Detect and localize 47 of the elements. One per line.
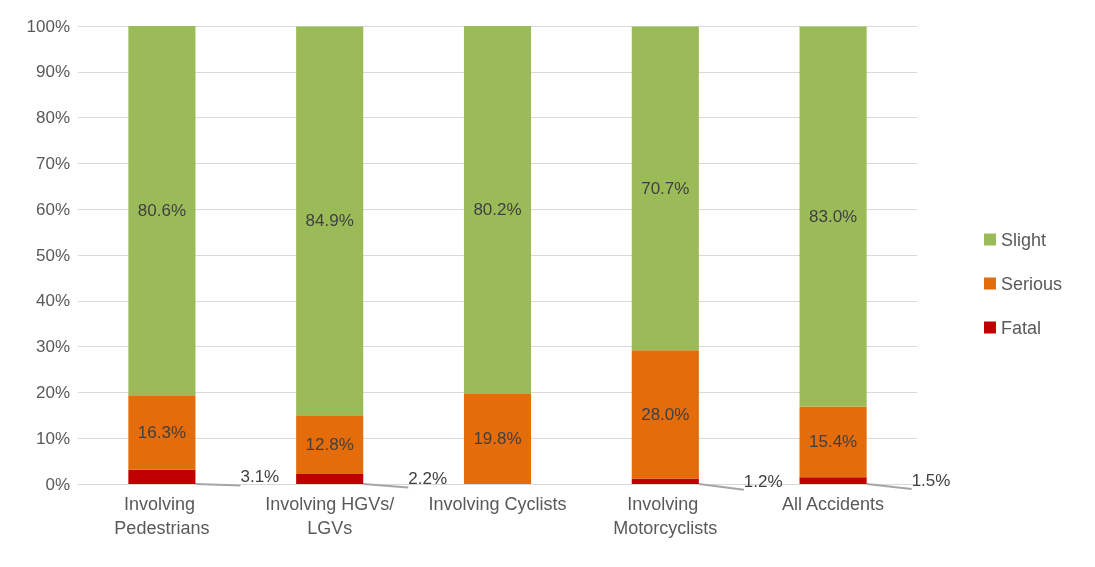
y-tick-label: 20% [35, 382, 70, 402]
legend-label: Serious [1000, 273, 1062, 294]
bar [631, 478, 699, 484]
bar [296, 415, 364, 474]
y-tick-label: 70% [35, 153, 70, 173]
y-tick-label: 30% [35, 337, 70, 357]
bar [799, 477, 867, 484]
bar [128, 26, 196, 396]
data-label: 28.0% [641, 404, 690, 424]
data-label: 80.2% [473, 200, 522, 220]
data-label: 12.8% [305, 435, 354, 455]
bar [128, 469, 196, 484]
data-label: 1.5% [911, 471, 951, 491]
bar [631, 26, 699, 351]
y-tick-label: 60% [35, 199, 70, 219]
legend-label: Fatal [1000, 317, 1041, 338]
x-tick-label: All Accidents [782, 494, 885, 514]
bar [128, 395, 196, 470]
bar [296, 26, 364, 416]
y-tick-label: 100% [26, 16, 70, 36]
data-label: 2.2% [408, 469, 448, 489]
bar [463, 26, 532, 394]
bar [296, 473, 364, 484]
data-label: 80.6% [137, 201, 186, 221]
data-label: 15.4% [809, 432, 858, 452]
bar [799, 406, 867, 478]
x-tick-label: Involving HGVs/LGVs [265, 494, 395, 538]
y-tick-label: 50% [35, 245, 70, 265]
x-tick-label: Involving Motorcyclists [613, 494, 718, 538]
y-tick-label: 40% [35, 291, 70, 311]
data-label: 16.3% [137, 422, 186, 442]
y-tick-label: 90% [35, 62, 70, 82]
data-label: 19.8% [473, 429, 522, 449]
y-tick-label: 0% [45, 474, 70, 494]
bar [631, 350, 699, 479]
legend-label: Slight [1000, 229, 1046, 250]
bar [463, 393, 532, 484]
data-label: 70.7% [641, 178, 690, 198]
x-tick-label: Involving Pedestrians [114, 494, 210, 538]
y-tick-label: 10% [35, 428, 70, 448]
bar [799, 26, 867, 407]
x-tick-label: Involving Cyclists [428, 494, 567, 514]
data-label: 84.9% [305, 211, 354, 231]
data-label: 3.1% [240, 467, 280, 487]
data-label: 83.0% [809, 207, 858, 227]
y-tick-label: 80% [35, 108, 70, 128]
data-label: 1.2% [743, 471, 783, 491]
